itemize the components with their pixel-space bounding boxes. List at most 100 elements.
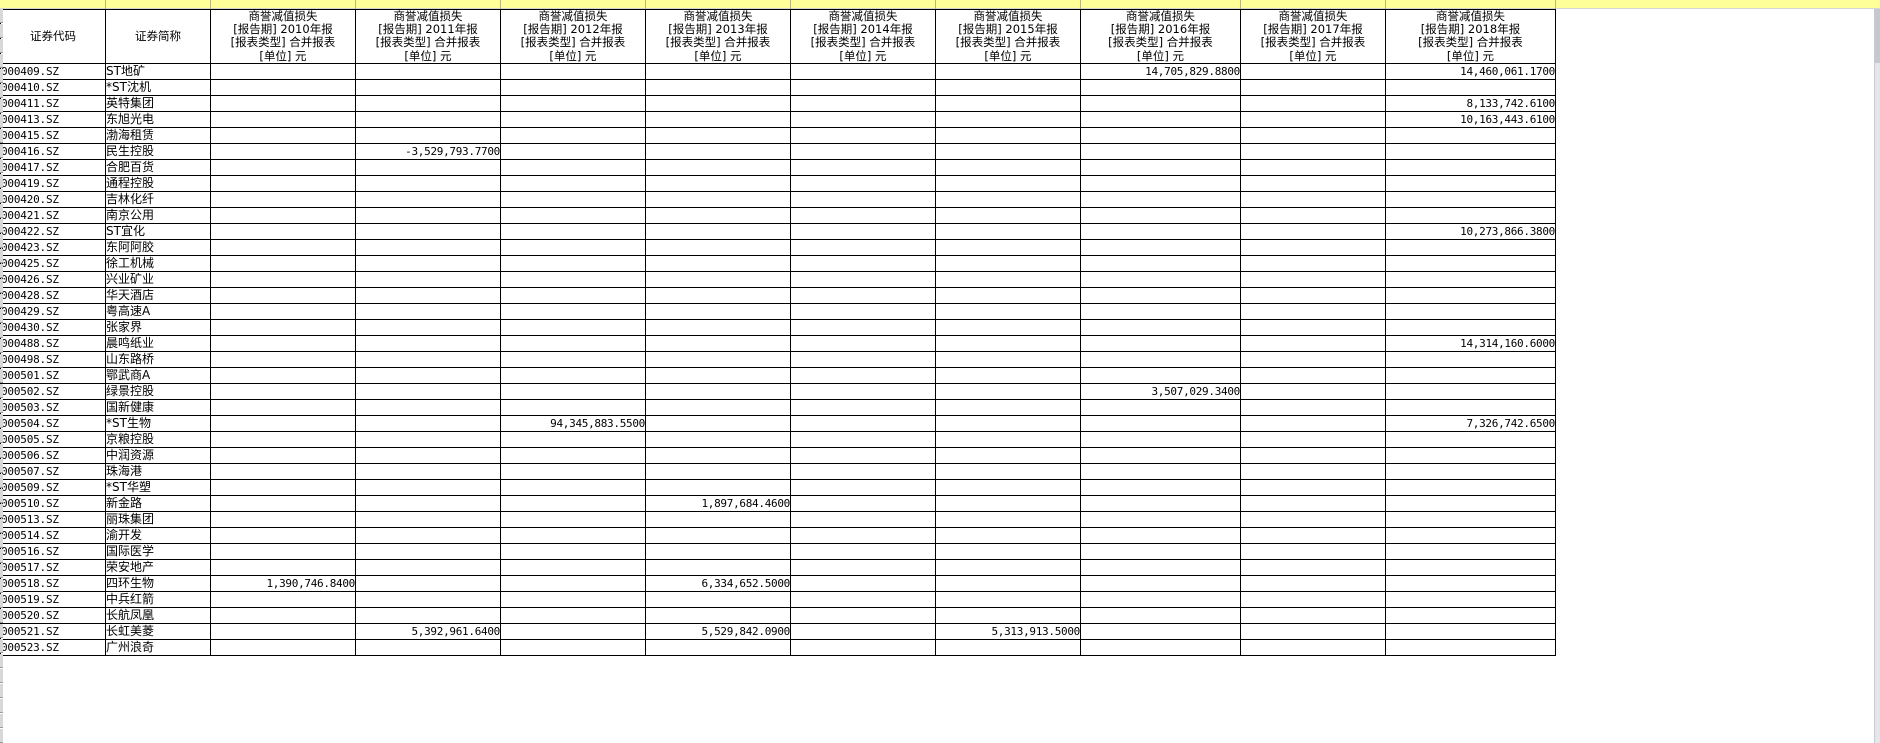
- column-header-y2011[interactable]: 商誉减值损失 [报告期] 2011年报 [报表类型] 合并报表 [单位] 元: [355, 9, 501, 64]
- cell-name[interactable]: 东阿阿胶: [105, 238, 211, 256]
- cell-y2014[interactable]: [790, 222, 936, 240]
- cell-name[interactable]: 徐工机械: [105, 254, 211, 272]
- cell-y2017[interactable]: [1240, 78, 1386, 96]
- cell-name[interactable]: 丽珠集团: [105, 510, 211, 528]
- cell-y2011[interactable]: [355, 126, 501, 144]
- cell-y2012[interactable]: [500, 398, 646, 416]
- cell-y2012[interactable]: [500, 78, 646, 96]
- cell-y2012[interactable]: [500, 430, 646, 448]
- cell-y2010[interactable]: [210, 622, 356, 640]
- cell-y2017[interactable]: [1240, 494, 1386, 512]
- cell-name[interactable]: *ST生物: [105, 414, 211, 432]
- cell-y2014[interactable]: [790, 622, 936, 640]
- cell-y2012[interactable]: [500, 574, 646, 592]
- cell-y2012[interactable]: 94,345,883.5500: [500, 414, 646, 432]
- cell-y2012[interactable]: [500, 318, 646, 336]
- cell-y2017[interactable]: [1240, 542, 1386, 560]
- cell-y2012[interactable]: [500, 382, 646, 400]
- cell-y2011[interactable]: [355, 590, 501, 608]
- cell-y2018[interactable]: 10,273,866.3800: [1385, 222, 1556, 240]
- table-row[interactable]: 000502.SZ 绿景控股 3,507,029.3400: [0, 382, 1556, 400]
- cell-y2011[interactable]: [355, 638, 501, 656]
- table-row[interactable]: 000521.SZ 长虹美菱 5,392,961.6400 5,529,842.090…: [0, 622, 1556, 640]
- cell-y2012[interactable]: [500, 478, 646, 496]
- cell-y2018[interactable]: [1385, 574, 1556, 592]
- cell-y2016[interactable]: [1080, 542, 1241, 560]
- cell-y2016[interactable]: [1080, 206, 1241, 224]
- cell-y2015[interactable]: [935, 574, 1081, 592]
- cell-y2017[interactable]: [1240, 638, 1386, 656]
- cell-y2012[interactable]: [500, 126, 646, 144]
- vertical-scrollbar-thumb[interactable]: [1875, 9, 1880, 63]
- cell-y2018[interactable]: [1385, 158, 1556, 176]
- cell-name[interactable]: 兴业矿业: [105, 270, 211, 288]
- cell-y2018[interactable]: [1385, 462, 1556, 480]
- cell-code[interactable]: 000521.SZ: [0, 622, 106, 640]
- cell-y2013[interactable]: [645, 446, 791, 464]
- cell-y2018[interactable]: [1385, 78, 1556, 96]
- cell-y2016[interactable]: [1080, 190, 1241, 208]
- cell-y2012[interactable]: [500, 606, 646, 624]
- cell-y2014[interactable]: [790, 158, 936, 176]
- cell-y2011[interactable]: -3,529,793.7700: [355, 142, 501, 160]
- cell-y2013[interactable]: [645, 174, 791, 192]
- cell-y2010[interactable]: [210, 222, 356, 240]
- cell-y2018[interactable]: [1385, 286, 1556, 304]
- cell-name[interactable]: 通程控股: [105, 174, 211, 192]
- table-row[interactable]: 000420.SZ 吉林化纤: [0, 190, 1556, 208]
- cell-y2017[interactable]: [1240, 206, 1386, 224]
- cell-y2016[interactable]: 3,507,029.3400: [1080, 382, 1241, 400]
- table-row[interactable]: 000421.SZ 南京公用: [0, 206, 1556, 224]
- cell-y2011[interactable]: [355, 574, 501, 592]
- cell-name[interactable]: 张家界: [105, 318, 211, 336]
- cell-y2015[interactable]: [935, 142, 1081, 160]
- cell-y2017[interactable]: [1240, 462, 1386, 480]
- cell-code[interactable]: 000411.SZ: [0, 94, 106, 112]
- cell-y2011[interactable]: [355, 158, 501, 176]
- cell-y2015[interactable]: [935, 430, 1081, 448]
- table-row[interactable]: 000429.SZ 粤高速A: [0, 302, 1556, 320]
- table-row[interactable]: 000523.SZ 广州浪奇: [0, 638, 1556, 656]
- cell-y2016[interactable]: [1080, 446, 1241, 464]
- cell-y2016[interactable]: [1080, 622, 1241, 640]
- cell-y2012[interactable]: [500, 542, 646, 560]
- cell-y2012[interactable]: [500, 302, 646, 320]
- cell-y2011[interactable]: [355, 318, 501, 336]
- cell-code[interactable]: 000516.SZ: [0, 542, 106, 560]
- cell-y2017[interactable]: [1240, 222, 1386, 240]
- cell-y2011[interactable]: [355, 494, 501, 512]
- cell-y2018[interactable]: [1385, 270, 1556, 288]
- cell-y2015[interactable]: [935, 366, 1081, 384]
- cell-y2013[interactable]: [645, 110, 791, 128]
- cell-y2013[interactable]: [645, 462, 791, 480]
- cell-y2013[interactable]: [645, 222, 791, 240]
- column-header-y2014[interactable]: 商誉减值损失 [报告期] 2014年报 [报表类型] 合并报表 [单位] 元: [790, 9, 936, 64]
- cell-y2018[interactable]: [1385, 302, 1556, 320]
- cell-code[interactable]: 000428.SZ: [0, 286, 106, 304]
- cell-y2017[interactable]: [1240, 286, 1386, 304]
- column-header-y2018[interactable]: 商誉减值损失 [报告期] 2018年报 [报表类型] 合并报表 [单位] 元: [1385, 9, 1556, 64]
- cell-y2015[interactable]: [935, 94, 1081, 112]
- cell-y2010[interactable]: [210, 606, 356, 624]
- cell-y2013[interactable]: [645, 638, 791, 656]
- cell-y2015[interactable]: [935, 590, 1081, 608]
- cell-code[interactable]: 000429.SZ: [0, 302, 106, 320]
- cell-y2012[interactable]: [500, 494, 646, 512]
- cell-y2018[interactable]: [1385, 142, 1556, 160]
- cell-y2016[interactable]: [1080, 638, 1241, 656]
- cell-y2013[interactable]: [645, 558, 791, 576]
- cell-y2011[interactable]: [355, 462, 501, 480]
- cell-name[interactable]: 荣安地产: [105, 558, 211, 576]
- cell-y2016[interactable]: [1080, 158, 1241, 176]
- cell-y2017[interactable]: [1240, 606, 1386, 624]
- cell-y2012[interactable]: [500, 174, 646, 192]
- cell-name[interactable]: 中润资源: [105, 446, 211, 464]
- cell-y2010[interactable]: [210, 590, 356, 608]
- cell-y2010[interactable]: [210, 62, 356, 80]
- cell-y2015[interactable]: [935, 414, 1081, 432]
- cell-y2013[interactable]: 1,897,684.4600: [645, 494, 791, 512]
- cell-y2010[interactable]: [210, 318, 356, 336]
- cell-y2012[interactable]: [500, 158, 646, 176]
- cell-y2015[interactable]: [935, 462, 1081, 480]
- cell-y2013[interactable]: 5,529,842.0900: [645, 622, 791, 640]
